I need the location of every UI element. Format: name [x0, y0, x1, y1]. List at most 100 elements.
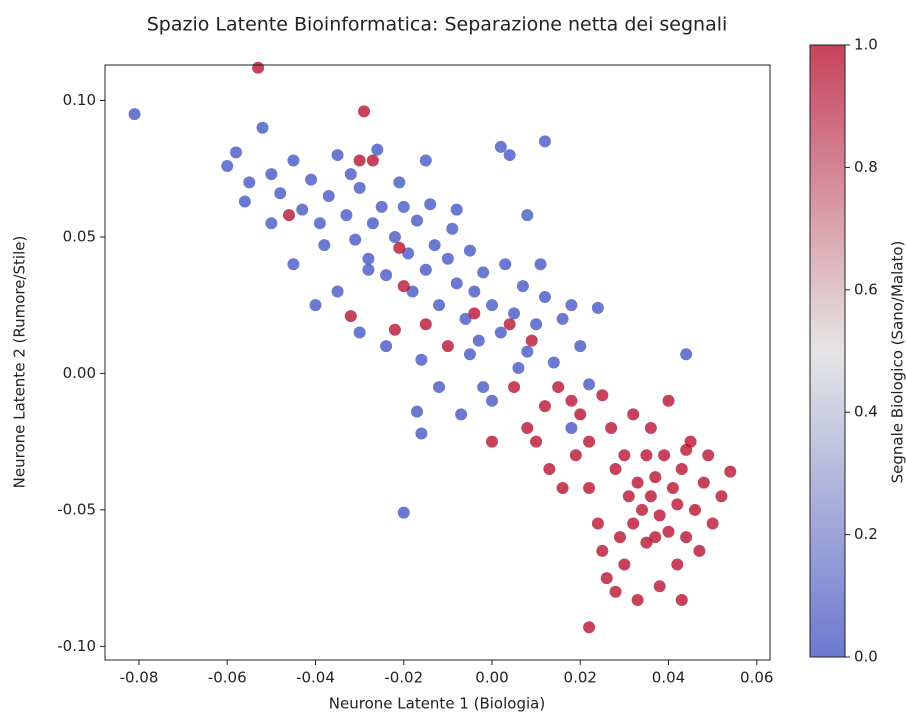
point: [680, 531, 693, 544]
point: [353, 181, 366, 194]
point: [428, 239, 441, 252]
point: [415, 427, 428, 440]
point: [556, 482, 569, 495]
point: [697, 476, 710, 489]
point: [552, 381, 565, 394]
x-axis-label: Neurone Latente 1 (Biologia): [329, 695, 545, 713]
point: [388, 230, 401, 243]
point: [653, 580, 666, 593]
point: [631, 593, 644, 606]
point: [499, 258, 512, 271]
point: [605, 422, 618, 435]
point: [322, 190, 335, 203]
point: [525, 334, 538, 347]
point: [512, 361, 525, 374]
point: [680, 443, 693, 456]
point: [274, 187, 287, 200]
point: [388, 323, 401, 336]
point: [521, 422, 534, 435]
point: [627, 517, 640, 530]
point: [693, 544, 706, 557]
point: [397, 280, 410, 293]
point: [406, 285, 419, 298]
point: [494, 140, 507, 153]
point: [380, 269, 393, 282]
point: [318, 239, 331, 252]
point: [666, 482, 679, 495]
point: [631, 476, 644, 489]
point: [538, 135, 551, 148]
point: [613, 531, 626, 544]
point: [600, 572, 613, 585]
point: [340, 209, 353, 222]
point: [358, 105, 371, 118]
point: [265, 217, 278, 230]
point: [287, 154, 300, 167]
point: [521, 345, 534, 358]
point: [636, 503, 649, 516]
point: [128, 108, 141, 121]
colorbar-tick-label: 0.6: [854, 280, 878, 298]
point: [463, 348, 476, 361]
point: [706, 517, 719, 530]
point: [243, 176, 256, 189]
point: [530, 435, 543, 448]
point: [252, 61, 265, 74]
point: [583, 435, 596, 448]
point: [305, 173, 318, 186]
point: [530, 318, 543, 331]
point: [702, 449, 715, 462]
point: [574, 408, 587, 421]
point: [353, 154, 366, 167]
point: [397, 506, 410, 519]
point: [485, 299, 498, 312]
point: [538, 400, 551, 413]
x-tick-label: -0.06: [208, 669, 247, 687]
point: [283, 209, 296, 222]
point: [565, 422, 578, 435]
point: [450, 203, 463, 216]
point: [419, 154, 432, 167]
point: [353, 326, 366, 339]
colorbar-label: Segnale Biologico (Sano/Malato): [889, 241, 906, 484]
point: [441, 340, 454, 353]
point: [349, 233, 362, 246]
point: [265, 168, 278, 181]
point: [221, 159, 234, 172]
point: [393, 241, 406, 254]
x-tick-label: -0.04: [296, 669, 335, 687]
colorbar-tick-label: 1.0: [854, 36, 878, 54]
point: [485, 435, 498, 448]
point: [397, 200, 410, 213]
point: [583, 378, 596, 391]
x-tick-label: -0.02: [384, 669, 423, 687]
point: [688, 503, 701, 516]
plot-frame: [104, 64, 771, 661]
point: [468, 307, 481, 320]
point: [591, 301, 604, 314]
point: [662, 394, 675, 407]
point: [658, 449, 671, 462]
point: [715, 490, 728, 503]
point: [596, 544, 609, 557]
point: [591, 517, 604, 530]
point: [583, 482, 596, 495]
point: [671, 558, 684, 571]
point: [331, 149, 344, 162]
point: [618, 449, 631, 462]
point: [534, 258, 547, 271]
y-tick-label: -0.10: [57, 637, 96, 655]
point: [644, 490, 657, 503]
point: [485, 394, 498, 407]
point: [508, 381, 521, 394]
point: [565, 299, 578, 312]
x-tick-label: 0.02: [564, 669, 597, 687]
point: [410, 405, 423, 418]
point: [450, 277, 463, 290]
point: [313, 217, 326, 230]
point: [415, 353, 428, 366]
point: [419, 318, 432, 331]
point: [230, 146, 243, 159]
colorbar: [809, 44, 846, 658]
point: [477, 381, 490, 394]
